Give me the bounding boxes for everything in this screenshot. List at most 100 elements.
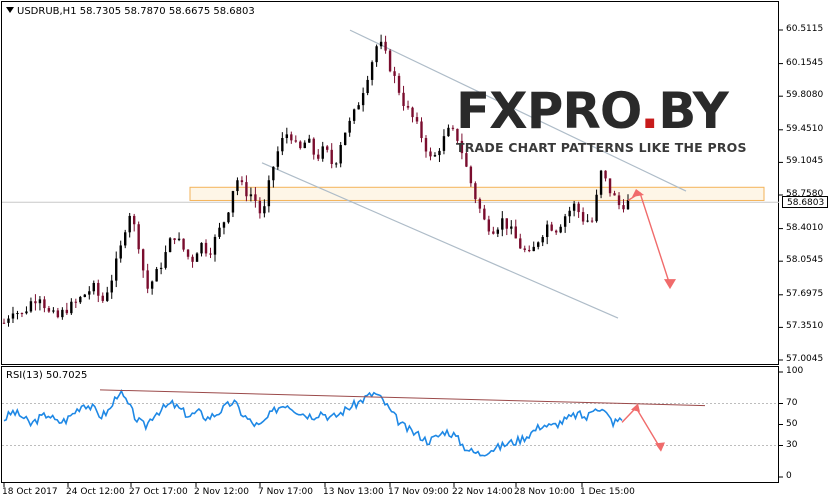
candle-body (25, 311, 28, 314)
price-tick-label: 59.1045 (786, 156, 824, 167)
candle-body (370, 62, 374, 80)
candle-body (415, 117, 419, 122)
candle-body (106, 292, 109, 301)
candle-body (326, 146, 329, 150)
candle-body (16, 313, 19, 315)
candle-body (586, 220, 589, 222)
candle-body (451, 127, 455, 129)
candle-body (622, 205, 625, 210)
candle-body (361, 93, 365, 106)
candle-body (572, 203, 576, 211)
candle-body (200, 242, 203, 254)
arrow-down-head (664, 279, 676, 290)
candle-body (604, 170, 607, 179)
candle-body (65, 309, 69, 314)
candle-body (195, 253, 199, 262)
candle-body (429, 151, 432, 157)
candle-body (581, 212, 585, 222)
candle-body (92, 282, 95, 292)
low-value: 58.6675 (168, 6, 211, 17)
candle-body (424, 138, 428, 152)
time-tick-label: 7 Nov 17:00 (258, 487, 313, 497)
candle-body (164, 252, 167, 268)
candle-body (483, 208, 486, 220)
candle-body (613, 193, 616, 196)
candle-body (182, 238, 185, 250)
candle-body (402, 92, 405, 106)
candle-body (303, 142, 306, 149)
candle-body (563, 216, 567, 227)
time-tick-label: 13 Nov 13:00 (323, 487, 384, 497)
dropdown-triangle-icon[interactable] (6, 7, 14, 13)
candle-body (465, 153, 468, 167)
watermark-tagline: TRADE CHART PATTERNS LIKE THE PROS (456, 140, 747, 155)
candle-body (577, 203, 580, 213)
candle-body (366, 79, 369, 94)
candle-body (393, 71, 396, 76)
price-tick-label: 59.8080 (786, 90, 824, 101)
time-tick-label: 22 Nov 14:00 (452, 487, 513, 497)
candle-body (299, 141, 302, 149)
candle-body (168, 238, 172, 253)
candle-body (514, 226, 517, 239)
candle-body (128, 215, 131, 233)
candle-body (541, 237, 544, 243)
time-tick-label: 27 Oct 17:00 (129, 487, 188, 497)
candle-body (442, 136, 446, 151)
candle-body (173, 238, 176, 241)
candle-body (218, 227, 221, 237)
candle-body (501, 218, 504, 230)
candle-body (110, 280, 113, 293)
candle-body (276, 151, 280, 167)
candle-body (599, 170, 603, 195)
candle-body (492, 231, 495, 234)
channel-upper-line (349, 29, 687, 192)
rsi-tick-label: 50 (786, 418, 798, 429)
candle-body (97, 282, 100, 296)
watermark-wordmark: FXPRO.BY (456, 86, 729, 136)
candle-body (245, 182, 248, 197)
candle-body (469, 166, 473, 184)
candle-body (496, 229, 500, 234)
candle-body (47, 308, 51, 312)
candle-body (397, 75, 401, 93)
price-projection-path (627, 191, 671, 286)
candle-body (456, 128, 459, 141)
candle-body (559, 226, 562, 233)
candle-body (146, 270, 149, 289)
candle-body (281, 138, 284, 152)
candle-body (510, 226, 513, 229)
watermark-brand-right: BY (658, 82, 729, 140)
candle-body (339, 144, 342, 164)
candle-body (312, 138, 315, 155)
price-tick-label: 57.0045 (786, 354, 824, 364)
price-tick-label: 60.5115 (786, 24, 824, 34)
candle-body (590, 220, 594, 222)
channel-lower-line (261, 162, 619, 319)
candle-body (487, 219, 491, 232)
candle-body (56, 310, 60, 318)
candle-body (272, 166, 275, 181)
rsi-indicator-pane[interactable]: RSI(13) 50.7025 (1, 366, 779, 483)
candle-body (240, 180, 244, 183)
rsi-tick-label: 0 (786, 471, 792, 481)
candle-body (478, 199, 482, 209)
candle-body (74, 301, 78, 303)
candle-body (258, 200, 262, 214)
candle-body (34, 301, 37, 304)
candle-body (438, 150, 441, 156)
rsi-tick-label: 30 (786, 439, 798, 450)
candle-body (554, 230, 558, 233)
candle-body (7, 318, 10, 323)
candle-body (379, 41, 383, 47)
rsi-trendline (99, 389, 706, 407)
candle-body (595, 194, 598, 222)
candle-body (52, 310, 55, 312)
candle-body (137, 224, 140, 250)
candle-body (177, 238, 181, 241)
candle-body (132, 215, 136, 225)
candle-body (348, 120, 351, 133)
candle-body (155, 268, 158, 282)
close-value: 58.6803 (213, 6, 255, 17)
candle-body (231, 191, 235, 213)
